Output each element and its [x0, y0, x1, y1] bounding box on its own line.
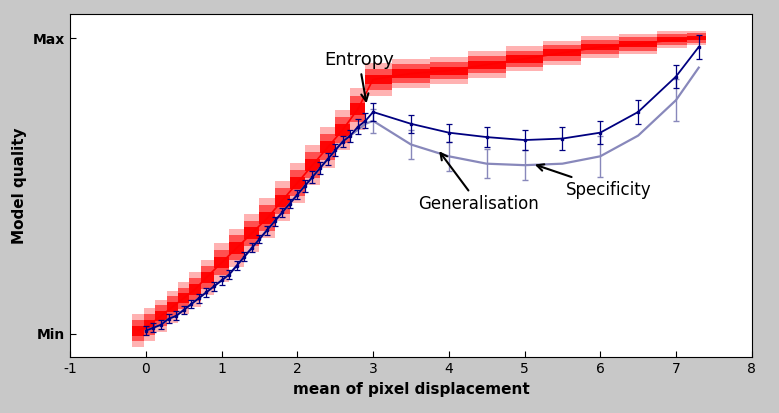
Bar — [392, 69, 430, 78]
Bar — [229, 242, 245, 254]
Bar — [189, 284, 201, 294]
Bar — [657, 37, 687, 42]
Bar — [687, 36, 707, 40]
Bar — [506, 55, 544, 62]
Bar — [687, 33, 707, 43]
Text: Entropy: Entropy — [324, 51, 393, 101]
Bar — [189, 272, 201, 307]
Bar — [305, 159, 320, 171]
Bar — [259, 198, 274, 238]
Bar — [290, 163, 305, 203]
Bar — [619, 34, 657, 55]
Bar — [189, 278, 201, 301]
Bar — [167, 302, 178, 312]
Bar — [155, 299, 167, 332]
Bar — [392, 64, 430, 83]
Bar — [178, 287, 189, 309]
Bar — [201, 272, 214, 283]
Bar — [581, 40, 619, 54]
Bar — [259, 212, 274, 224]
Bar — [544, 41, 581, 65]
Bar — [365, 69, 392, 90]
Bar — [335, 116, 351, 143]
Bar — [365, 63, 392, 96]
Y-axis label: Model quality: Model quality — [12, 128, 27, 244]
Bar — [178, 293, 189, 303]
Bar — [259, 205, 274, 231]
Bar — [657, 34, 687, 45]
Bar — [132, 320, 144, 341]
Bar — [201, 266, 214, 289]
Bar — [581, 44, 619, 50]
Bar — [155, 305, 167, 326]
X-axis label: mean of pixel displacement: mean of pixel displacement — [293, 382, 529, 396]
Bar — [506, 51, 544, 67]
Bar — [305, 152, 320, 178]
Bar — [274, 195, 290, 206]
Bar — [365, 75, 392, 84]
Bar — [214, 257, 229, 268]
Bar — [335, 123, 351, 136]
Bar — [144, 309, 155, 341]
Bar — [544, 49, 581, 57]
Bar — [687, 31, 707, 45]
Bar — [430, 57, 467, 84]
Bar — [274, 188, 290, 214]
Bar — [430, 66, 467, 75]
Bar — [214, 244, 229, 282]
Bar — [467, 61, 506, 69]
Bar — [581, 36, 619, 58]
Bar — [132, 314, 144, 347]
Bar — [305, 145, 320, 185]
Bar — [245, 221, 259, 246]
Bar — [320, 127, 335, 168]
Bar — [392, 59, 430, 88]
Bar — [351, 103, 365, 115]
Bar — [229, 229, 245, 267]
Bar — [619, 37, 657, 51]
Bar — [430, 62, 467, 79]
Bar — [320, 141, 335, 154]
Bar — [467, 51, 506, 78]
Bar — [144, 320, 155, 330]
Text: Specificity: Specificity — [537, 164, 652, 199]
Bar — [155, 311, 167, 321]
Bar — [619, 41, 657, 47]
Bar — [178, 282, 189, 314]
Bar — [351, 95, 365, 123]
Bar — [167, 291, 178, 323]
Bar — [335, 109, 351, 150]
Bar — [214, 250, 229, 275]
Bar — [657, 31, 687, 48]
Bar — [229, 235, 245, 260]
Bar — [274, 180, 290, 221]
Bar — [245, 214, 259, 252]
Bar — [245, 228, 259, 239]
Bar — [290, 177, 305, 189]
Bar — [544, 45, 581, 61]
Bar — [132, 326, 144, 335]
Text: Generalisation: Generalisation — [418, 153, 539, 214]
Bar — [467, 56, 506, 74]
Bar — [320, 134, 335, 161]
Bar — [201, 260, 214, 295]
Bar — [351, 88, 365, 130]
Bar — [506, 46, 544, 71]
Bar — [144, 314, 155, 335]
Bar — [167, 297, 178, 318]
Bar — [290, 170, 305, 196]
